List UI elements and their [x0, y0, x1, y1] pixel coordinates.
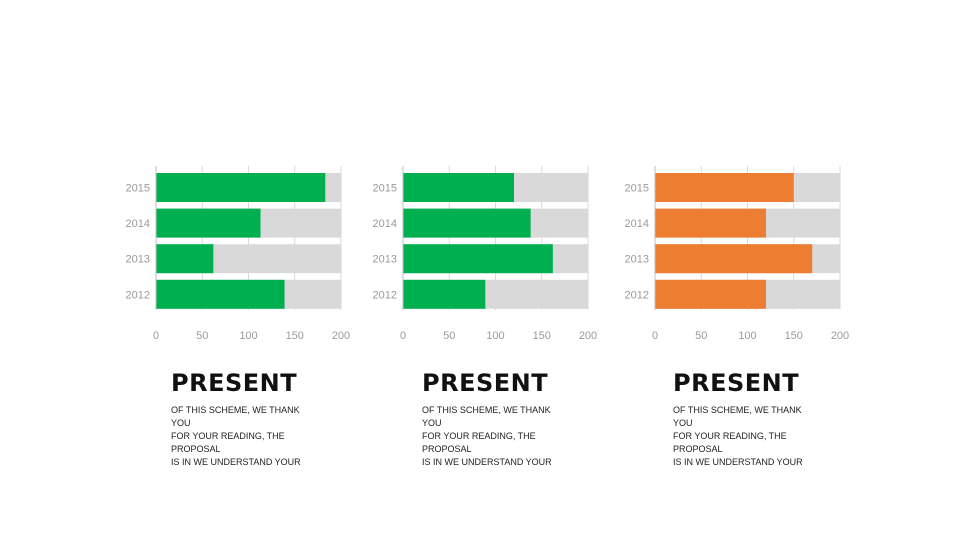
block-body: OF THIS SCHEME, WE THANK YOU FOR YOUR RE… [171, 405, 301, 467]
bar [655, 279, 766, 309]
bar [403, 244, 553, 274]
bar-chart-2-svg: 0 50 100 150 200 2015 2014 2013 2012 [373, 166, 597, 342]
block-title: PRESENT [422, 369, 549, 397]
x-tick-label: 0 [400, 330, 406, 342]
x-tick-label: 0 [652, 330, 658, 342]
category-label: 2014 [625, 218, 649, 230]
category-label: 2012 [373, 289, 397, 301]
bar [403, 173, 514, 202]
block-title: PRESENT [171, 369, 298, 397]
x-tick-label: 150 [533, 330, 551, 342]
bar-chart-3-svg: 0 50 100 150 200 2015 2014 2013 2012 [625, 166, 849, 342]
bar [156, 173, 326, 202]
x-tick-label: 200 [831, 330, 849, 342]
category-label: 2014 [373, 218, 397, 230]
x-tick-label: 0 [153, 330, 159, 342]
category-label: 2015 [373, 183, 397, 195]
bar-chart-3: 0 50 100 150 200 2015 2014 2013 2012 [619, 160, 859, 350]
text-block-3: PRESENT OF THIS SCHEME, WE THANK YOU FOR… [673, 368, 853, 469]
bar [403, 279, 486, 309]
block-title: PRESENT [673, 369, 800, 397]
text-block-1: PRESENT OF THIS SCHEME, WE THANK YOU FOR… [171, 368, 351, 469]
category-label: 2015 [625, 183, 649, 195]
x-tick-label: 200 [579, 330, 597, 342]
bar [655, 208, 766, 238]
bar [655, 173, 794, 202]
x-tick-label: 200 [332, 330, 350, 342]
x-tick-label: 100 [239, 330, 257, 342]
bar-chart-1: 0 50 100 150 200 2015 2014 2013 2012 [120, 160, 360, 350]
text-block-2: PRESENT OF THIS SCHEME, WE THANK YOU FOR… [422, 368, 602, 469]
category-label: 2012 [625, 289, 649, 301]
x-tick-label: 100 [486, 330, 504, 342]
bar [156, 279, 285, 309]
block-body: OF THIS SCHEME, WE THANK YOU FOR YOUR RE… [673, 405, 803, 467]
bar [156, 208, 261, 238]
bar [655, 244, 813, 274]
x-tick-label: 100 [738, 330, 756, 342]
x-tick-label: 50 [196, 330, 208, 342]
x-tick-label: 50 [695, 330, 707, 342]
category-label: 2012 [126, 289, 150, 301]
x-tick-label: 50 [443, 330, 455, 342]
category-label: 2013 [373, 254, 397, 266]
bar [403, 208, 531, 238]
bar-chart-1-svg: 0 50 100 150 200 2015 2014 2013 2012 [126, 166, 350, 342]
category-label: 2015 [126, 183, 150, 195]
category-label: 2013 [126, 254, 150, 266]
category-label: 2014 [126, 218, 150, 230]
bar [156, 244, 214, 274]
x-tick-label: 150 [286, 330, 304, 342]
block-body: OF THIS SCHEME, WE THANK YOU FOR YOUR RE… [422, 405, 552, 467]
category-label: 2013 [625, 254, 649, 266]
x-tick-label: 150 [785, 330, 803, 342]
bar-chart-2: 0 50 100 150 200 2015 2014 2013 2012 [367, 160, 607, 350]
